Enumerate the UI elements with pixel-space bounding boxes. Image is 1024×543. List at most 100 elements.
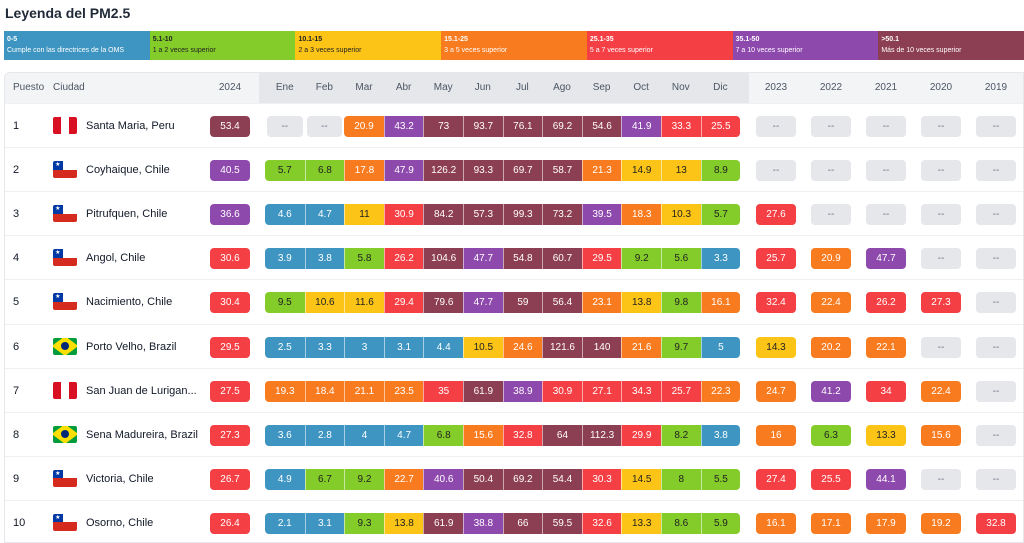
city-name-link[interactable]: Victoria, Chile xyxy=(86,472,154,485)
header-current-year[interactable]: 2024 xyxy=(218,82,242,93)
month-value: 50.4 xyxy=(463,468,503,490)
header-month[interactable]: Abr xyxy=(395,82,412,93)
table-row[interactable]: 4 ★ Angol, Chile 30.6 3.9 3.8 5.8 26.2 104.6 47.7… xyxy=(5,235,1023,279)
header-month[interactable]: Sep xyxy=(592,82,611,93)
month-value: 33.3 xyxy=(661,116,701,137)
table-row[interactable]: 5 ★ Nacimiento, Chile 30.4 9.5 10.6 11.6 29.4 79… xyxy=(5,279,1023,323)
chile-flag-icon: ★ xyxy=(53,293,77,311)
header-month[interactable]: Ene xyxy=(275,82,294,93)
month-value: 56.4 xyxy=(542,292,582,314)
flag-star: ★ xyxy=(55,514,61,521)
rank-number: 3 xyxy=(13,208,20,221)
past-year-value: 6.3 xyxy=(811,424,851,446)
past-year-value: 22.1 xyxy=(866,336,906,358)
legend-segment: 25.1-35 5 a 7 veces superior xyxy=(586,31,733,60)
month-value: 3.8 xyxy=(700,424,741,446)
header-year[interactable]: 2020 xyxy=(929,82,953,93)
city-name-link[interactable]: Nacimiento, Chile xyxy=(86,296,173,309)
month-value: 10.5 xyxy=(463,336,503,358)
month-value: 43.2 xyxy=(383,116,424,137)
city-name-link[interactable]: Sena Madureira, Brazil xyxy=(86,428,198,441)
header-year[interactable]: 2022 xyxy=(819,82,843,93)
legend-description: 7 a 10 veces superior xyxy=(735,47,803,54)
table-row[interactable]: 2 ★ Coyhaique, Chile 40.5 5.7 6.8 17.8 47.9 126.… xyxy=(5,147,1023,191)
header-month[interactable]: Dic xyxy=(713,82,728,93)
legend-description: 5 a 7 veces superior xyxy=(589,47,653,54)
header-year[interactable]: 2019 xyxy=(984,82,1008,93)
city-name-link[interactable]: San Juan de Lurigan... xyxy=(86,384,197,397)
month-value: 112.3 xyxy=(581,424,622,446)
legend-segment: 5.1-10 1 a 2 veces superior xyxy=(149,31,296,60)
flag-stripe xyxy=(53,169,77,179)
month-value: 26.2 xyxy=(383,248,424,270)
month-value: 18.4 xyxy=(304,380,345,402)
city-name-link[interactable]: Pitrufquen, Chile xyxy=(86,208,168,221)
city-name-link[interactable]: Osorno, Chile xyxy=(86,516,154,529)
month-value: 32.6 xyxy=(581,512,622,534)
header-year[interactable]: 2023 xyxy=(764,82,788,93)
month-value: 61.9 xyxy=(423,512,463,534)
past-year-value: -- xyxy=(921,336,961,358)
month-value: 29.9 xyxy=(621,424,661,446)
month-value: 8.6 xyxy=(661,512,701,534)
header-month[interactable]: Ago xyxy=(553,82,571,93)
month-value: 59.5 xyxy=(542,512,582,534)
month-value: 14.9 xyxy=(621,160,661,182)
header-month[interactable]: Jun xyxy=(474,82,491,93)
table-row[interactable]: 7 San Juan de Lurigan... 27.5 19.3 18.4 21.1 2… xyxy=(5,367,1023,412)
header-month[interactable]: May xyxy=(433,82,453,93)
month-value: 6.7 xyxy=(304,468,345,490)
legend-description: 3 a 5 veces superior xyxy=(444,47,508,54)
legend-description: 2 a 3 veces superior xyxy=(298,47,362,54)
header-month[interactable]: Mar xyxy=(355,82,373,93)
header-city[interactable]: Ciudad xyxy=(53,82,85,93)
table-row[interactable]: 10 ★ Osorno, Chile 26.4 2.1 3.1 9.3 13.8 61.9 38.… xyxy=(5,499,1023,542)
current-year-value: 53.4 xyxy=(210,116,250,137)
month-value: 22.3 xyxy=(700,380,741,402)
month-value: 121.6 xyxy=(542,336,582,358)
flag-stripe xyxy=(53,213,77,223)
month-value: 14.5 xyxy=(621,468,661,490)
header-rank[interactable]: Puesto xyxy=(13,82,45,93)
month-value: 35 xyxy=(423,380,463,402)
table-row[interactable]: 9 ★ Victoria, Chile 26.7 4.9 6.7 9.2 22.7 40.6 50… xyxy=(5,455,1023,500)
header-month[interactable]: Oct xyxy=(633,82,649,93)
table-row[interactable]: 1 Santa Maria, Peru 53.4 -- -- 20.9 43.2 73 93.7… xyxy=(5,103,1023,147)
month-value: 9.8 xyxy=(661,292,701,314)
flag-globe xyxy=(61,342,69,350)
legend-description: 1 a 2 veces superior xyxy=(152,47,216,54)
month-value: 38.8 xyxy=(463,512,503,534)
past-year-value: -- xyxy=(976,248,1016,270)
table-row[interactable]: 6 Porto Velho, Brazil 29.5 2.5 3.3 3 3.1 4.4 10.… xyxy=(5,323,1023,368)
brazil-flag-icon xyxy=(53,425,77,443)
city-name-link[interactable]: Coyhaique, Chile xyxy=(86,164,170,177)
month-value: 11 xyxy=(344,204,384,226)
flag-star: ★ xyxy=(55,250,61,257)
header-year[interactable]: 2021 xyxy=(874,82,898,93)
flag-canton xyxy=(53,161,63,170)
past-year-value: 26.2 xyxy=(866,292,906,314)
flag-star: ★ xyxy=(55,294,61,301)
month-value: 11.6 xyxy=(344,292,384,314)
past-year-value: -- xyxy=(921,468,961,490)
flag-canton xyxy=(53,205,63,214)
table-row[interactable]: 3 ★ Pitrufquen, Chile 36.6 4.6 4.7 11 30.9 84.2 5… xyxy=(5,191,1023,235)
header-month[interactable]: Feb xyxy=(315,82,333,93)
month-value: 126.2 xyxy=(423,160,463,182)
past-year-value: 25.7 xyxy=(756,248,796,270)
header-month[interactable]: Jul xyxy=(515,82,529,93)
past-year-value: 32.4 xyxy=(756,292,796,314)
table-row[interactable]: 8 Sena Madureira, Brazil 27.3 3.6 2.8 4 4.7 6.8… xyxy=(5,411,1023,456)
city-name-link[interactable]: Angol, Chile xyxy=(86,252,146,265)
flag-star: ★ xyxy=(55,162,61,169)
header-month[interactable]: Nov xyxy=(671,82,690,93)
past-year-value: 16 xyxy=(756,424,796,446)
month-value: 58.7 xyxy=(542,160,582,182)
month-value: 30.9 xyxy=(383,204,424,226)
month-value: 47.7 xyxy=(463,248,503,270)
past-year-value: -- xyxy=(811,116,851,137)
month-value: 13 xyxy=(661,160,701,182)
month-value: 5.7 xyxy=(265,160,305,182)
city-name-link[interactable]: Porto Velho, Brazil xyxy=(86,340,177,353)
city-name-link[interactable]: Santa Maria, Peru xyxy=(86,120,175,132)
